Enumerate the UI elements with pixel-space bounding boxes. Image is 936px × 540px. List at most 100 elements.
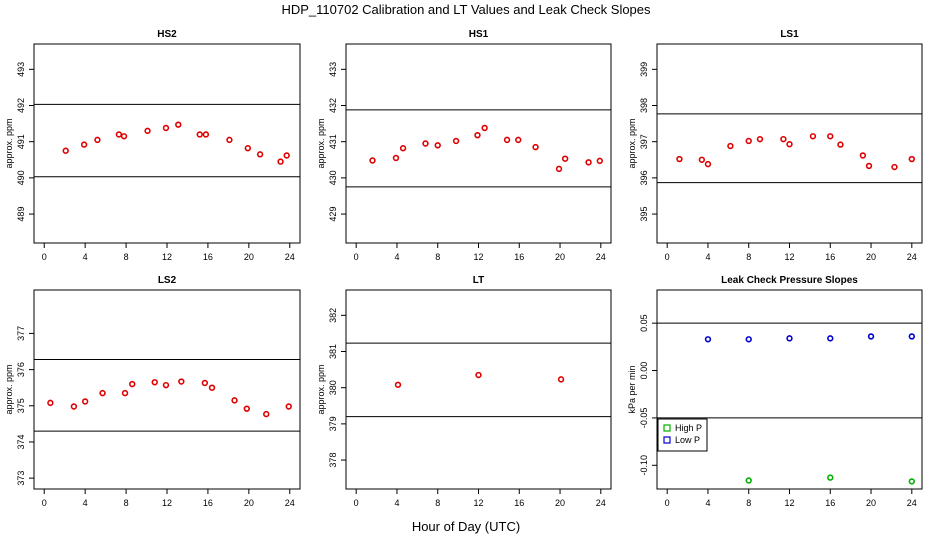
y-tick-label: 429 <box>328 207 338 222</box>
data-point <box>891 163 898 171</box>
data-point <box>263 410 270 418</box>
data-point <box>515 136 522 144</box>
x-tick-label: 16 <box>514 498 524 508</box>
panel-title: LS1 <box>780 29 799 40</box>
x-tick-label: 20 <box>555 252 565 262</box>
plot-frame <box>33 289 301 490</box>
y-tick-label: 492 <box>16 98 26 113</box>
data-point <box>243 405 251 412</box>
x-tick-label: 12 <box>784 252 794 262</box>
panels: HS2 approx. ppm 0 4 8 12 16 20 24 489 490 491 492 493… <box>4 29 923 508</box>
data-point <box>231 397 238 404</box>
data-point <box>256 151 264 158</box>
x-tick-label: 24 <box>596 252 606 262</box>
y-tick-label: 489 <box>16 207 26 222</box>
y-tick-label: 376 <box>16 362 26 377</box>
x-tick-label: 12 <box>162 252 172 262</box>
x-tick-label: 24 <box>285 498 295 508</box>
x-tick-label: 16 <box>203 498 213 508</box>
data-point <box>144 127 151 135</box>
x-tick-label: 16 <box>514 252 524 262</box>
data-point <box>756 135 764 143</box>
x-tick-label: 24 <box>596 498 606 508</box>
y-tick-label: 432 <box>328 98 338 113</box>
x-tick-label: 20 <box>866 252 876 262</box>
panel-5: LT approx. ppm 0 4 8 12 16 20 24 378 379 380 381 382 <box>316 275 612 508</box>
data-point <box>481 124 488 132</box>
legend-swatch <box>663 436 671 444</box>
y-tick-label: 379 <box>328 416 338 431</box>
legend: High P Low P <box>657 418 708 452</box>
y-tick-label: 433 <box>328 62 338 77</box>
data-point <box>175 121 182 128</box>
panel-title: LT <box>473 275 484 286</box>
x-tick-label: 24 <box>907 252 917 262</box>
x-tick-label: 4 <box>394 252 399 262</box>
figure-title: HDP_110702 Calibration and LT Values and… <box>281 2 651 17</box>
data-point-low-p <box>867 333 875 340</box>
data-point <box>162 381 170 389</box>
data-point <box>596 157 603 165</box>
plot-frame <box>656 289 923 490</box>
data-point <box>178 378 185 385</box>
y-tick-label: 431 <box>328 134 338 149</box>
data-point <box>474 131 481 139</box>
y-tick-label: 398 <box>639 98 649 113</box>
y-tick-label: 373 <box>16 471 26 486</box>
x-tick-label: 0 <box>354 498 359 508</box>
y-tick-label: 380 <box>328 380 338 395</box>
data-point-low-p <box>827 335 834 342</box>
data-point <box>557 376 565 383</box>
panel-title: LS2 <box>158 275 177 286</box>
y-tick-label: 491 <box>16 134 26 149</box>
data-point <box>151 379 158 386</box>
data-point <box>503 136 511 144</box>
data-point <box>786 141 793 148</box>
data-point <box>704 160 712 168</box>
data-point <box>727 142 734 150</box>
plot-frame <box>33 43 301 244</box>
data-point <box>70 403 78 410</box>
x-tick-label: 20 <box>244 252 254 262</box>
data-point-low-p <box>908 333 916 340</box>
data-point <box>162 124 170 132</box>
data-point <box>81 398 89 405</box>
x-tick-label: 16 <box>825 252 835 262</box>
data-point <box>115 131 123 138</box>
x-tick-label: 20 <box>866 498 876 508</box>
data-point <box>434 142 441 149</box>
data-point <box>452 137 460 145</box>
data-point <box>196 131 203 138</box>
y-tick-label: 375 <box>16 398 26 413</box>
x-tick-label: 4 <box>394 498 399 508</box>
y-axis-label: approx. ppm <box>316 118 326 168</box>
x-tick-label: 16 <box>825 498 835 508</box>
data-point <box>745 137 752 145</box>
panel-6: Leak Check Pressure Slopes kPa per min 0 4 8… <box>627 275 923 508</box>
data-point-high-p <box>745 477 752 484</box>
x-tick-label: 8 <box>435 498 440 508</box>
data-point-low-p <box>786 335 793 342</box>
x-tick-label: 0 <box>42 252 47 262</box>
data-point <box>226 136 233 144</box>
data-point <box>532 143 539 151</box>
legend-entry: Low P <box>675 435 700 445</box>
panel-2: HS1 approx. ppm 0 4 8 12 16 20 24 429 430 431 432 433 <box>316 29 612 262</box>
y-tick-label: 395 <box>639 207 649 222</box>
y-tick-label: 399 <box>639 62 649 77</box>
x-tick-label: 20 <box>244 498 254 508</box>
y-tick-label: 0.05 <box>639 314 649 332</box>
data-point <box>277 158 284 165</box>
legend-entry: High P <box>675 423 702 433</box>
data-point <box>809 133 817 140</box>
data-point <box>202 131 210 138</box>
data-point <box>392 154 400 162</box>
y-axis-label: approx. ppm <box>4 364 14 414</box>
data-point <box>422 140 429 147</box>
panel-4: LS2 approx. ppm 0 4 8 12 16 20 24 373 374 375 376 377 <box>4 275 301 508</box>
x-tick-label: 12 <box>162 498 172 508</box>
x-tick-label: 20 <box>555 498 565 508</box>
x-tick-label: 12 <box>473 498 483 508</box>
x-tick-label: 8 <box>435 252 440 262</box>
legend-box <box>657 418 708 452</box>
